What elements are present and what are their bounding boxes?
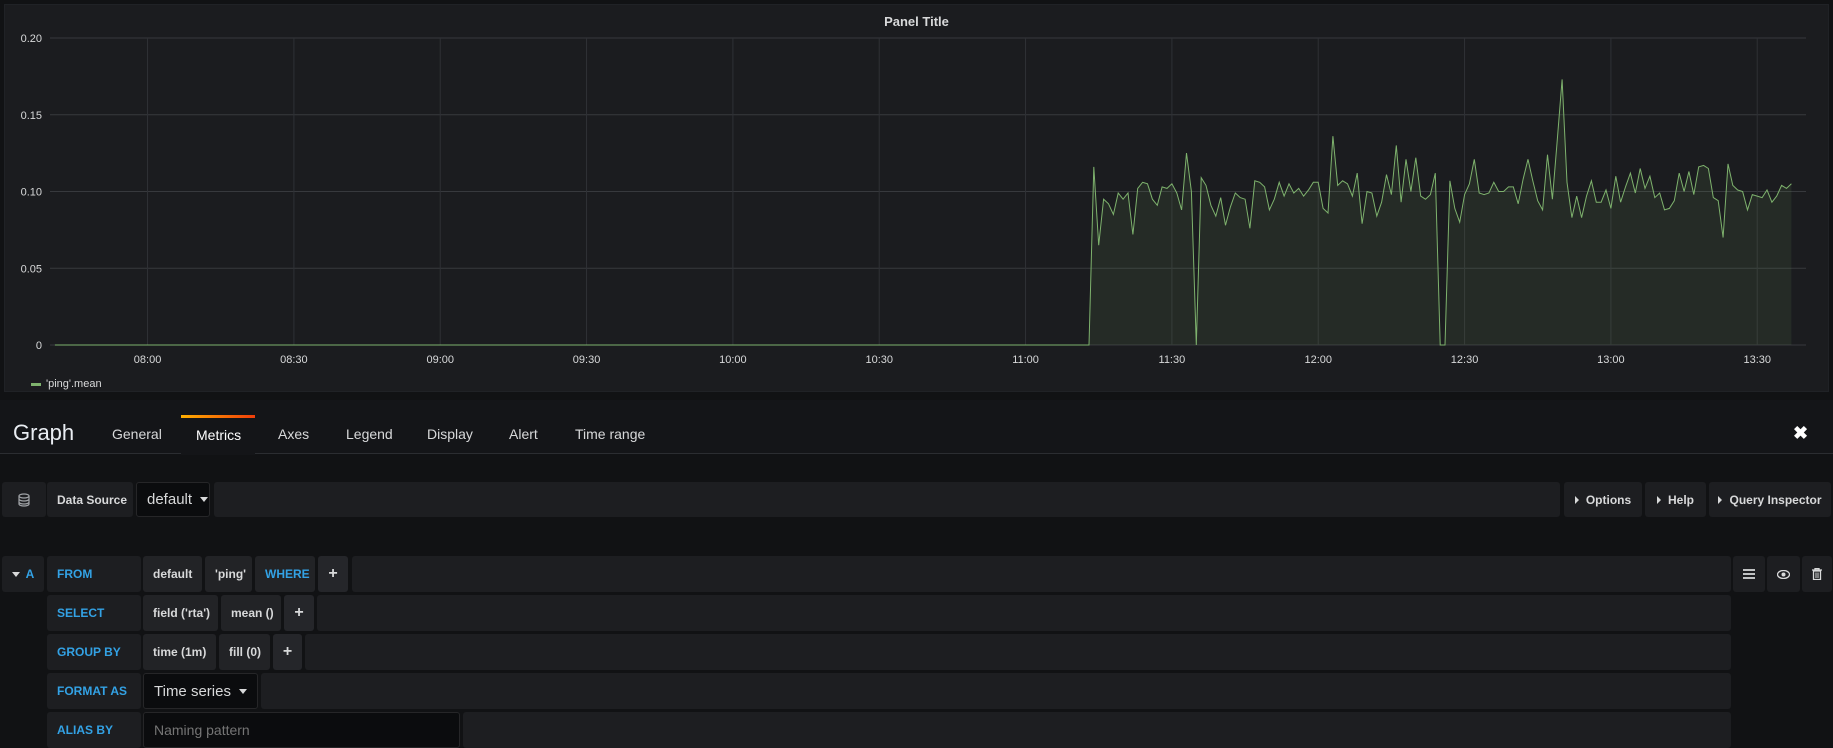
caret-right-icon: [1718, 495, 1723, 504]
group-by-label: GROUP BY: [47, 634, 141, 670]
y-tick-label: 0: [36, 340, 42, 352]
legend-label: 'ping'.mean: [46, 378, 102, 390]
chevron-down-icon: [200, 497, 209, 502]
menu-icon[interactable]: [1733, 556, 1765, 592]
select-field[interactable]: field ('rta'): [143, 595, 218, 631]
where-label[interactable]: WHERE: [255, 556, 315, 592]
series-area: [54, 79, 1792, 346]
options-label: Options: [1585, 492, 1632, 507]
query-ref: A: [25, 567, 35, 581]
datasource-label: Data Source: [47, 482, 133, 517]
format-as-value: Time series: [154, 682, 231, 700]
datasource-value: default: [147, 491, 193, 508]
graph-chart: 0 0.05 0.10 0.15 0.20 08:00 08:30 09:00 09:30 10:…: [21, 33, 1806, 366]
datasource-filler: [214, 482, 1560, 517]
from-filler: [352, 556, 1731, 592]
select-filler: [317, 595, 1731, 631]
tab-legend[interactable]: Legend: [346, 426, 393, 442]
select-label: SELECT: [47, 595, 141, 631]
help-label: Help: [1667, 492, 1694, 507]
options-button[interactable]: Options: [1564, 482, 1642, 517]
query-inspector-label: Query Inspector: [1729, 492, 1822, 507]
tab-axes[interactable]: Axes: [278, 426, 310, 442]
legend-swatch: [31, 382, 41, 386]
y-tick-label: 0.15: [21, 110, 42, 122]
group-by-fill[interactable]: fill (0): [219, 634, 270, 670]
chevron-down-icon: [239, 688, 247, 694]
add-group-by-button[interactable]: +: [273, 634, 302, 670]
caret-right-icon: [1574, 495, 1579, 504]
editor-header: [0, 400, 1833, 454]
x-tick-label: 11:00: [1012, 354, 1039, 366]
datasource-select[interactable]: default: [136, 482, 210, 517]
close-icon[interactable]: ✖: [1793, 423, 1809, 443]
query-inspector-button[interactable]: Query Inspector: [1709, 482, 1831, 517]
select-aggregation[interactable]: mean (): [221, 595, 281, 631]
database-icon: [2, 482, 46, 517]
legend-item[interactable]: 'ping'.mean: [31, 378, 102, 390]
x-tick-label: 08:00: [134, 354, 162, 366]
tab-display[interactable]: Display: [427, 426, 473, 442]
editor-title: Graph: [13, 420, 75, 445]
from-label: FROM: [47, 556, 141, 592]
help-button[interactable]: Help: [1645, 482, 1706, 517]
format-filler: [261, 673, 1731, 709]
group-by-filler: [305, 634, 1731, 670]
x-tick-label: 12:30: [1451, 354, 1479, 366]
caret-right-icon: [1656, 495, 1661, 504]
from-measurement[interactable]: 'ping': [205, 556, 252, 592]
x-tick-label: 13:00: [1597, 354, 1625, 366]
format-as-select[interactable]: Time series: [143, 673, 258, 709]
x-tick-label: 08:30: [280, 354, 308, 366]
x-tick-label: 09:30: [573, 354, 601, 366]
x-tick-label: 09:00: [426, 354, 454, 366]
trash-icon[interactable]: [1802, 556, 1832, 592]
tab-metrics[interactable]: Metrics: [181, 415, 255, 455]
tab-time-range[interactable]: Time range: [575, 426, 646, 442]
alias-filler: [463, 712, 1731, 748]
tab-alert[interactable]: Alert: [509, 426, 538, 442]
x-tick-label: 13:30: [1743, 354, 1771, 366]
alias-by-label: ALIAS BY: [47, 712, 141, 748]
format-as-label: FORMAT AS: [47, 673, 141, 709]
x-tick-label: 10:30: [865, 354, 893, 366]
y-tick-label: 0.10: [21, 187, 42, 199]
panel-title[interactable]: Panel Title: [884, 14, 949, 29]
add-where-button[interactable]: +: [318, 556, 348, 592]
tab-general[interactable]: General: [112, 426, 162, 442]
query-ref-toggle[interactable]: A: [2, 556, 44, 592]
x-tick-label: 11:30: [1159, 354, 1186, 366]
collapse-icon: [11, 571, 20, 577]
y-tick-label: 0.20: [21, 33, 42, 45]
y-tick-label: 0.05: [21, 263, 42, 275]
group-by-time[interactable]: time (1m): [143, 634, 216, 670]
series-line: [54, 79, 1792, 346]
graph-panel: Panel Title 0 0.05 0.10 0.15 0.20 08:00 08:30 0…: [4, 4, 1829, 392]
alias-by-input[interactable]: [143, 712, 460, 748]
eye-icon[interactable]: [1767, 556, 1800, 592]
x-tick-label: 12:00: [1304, 354, 1332, 366]
x-tick-label: 10:00: [719, 354, 747, 366]
from-database[interactable]: default: [143, 556, 202, 592]
add-select-button[interactable]: +: [284, 595, 314, 631]
